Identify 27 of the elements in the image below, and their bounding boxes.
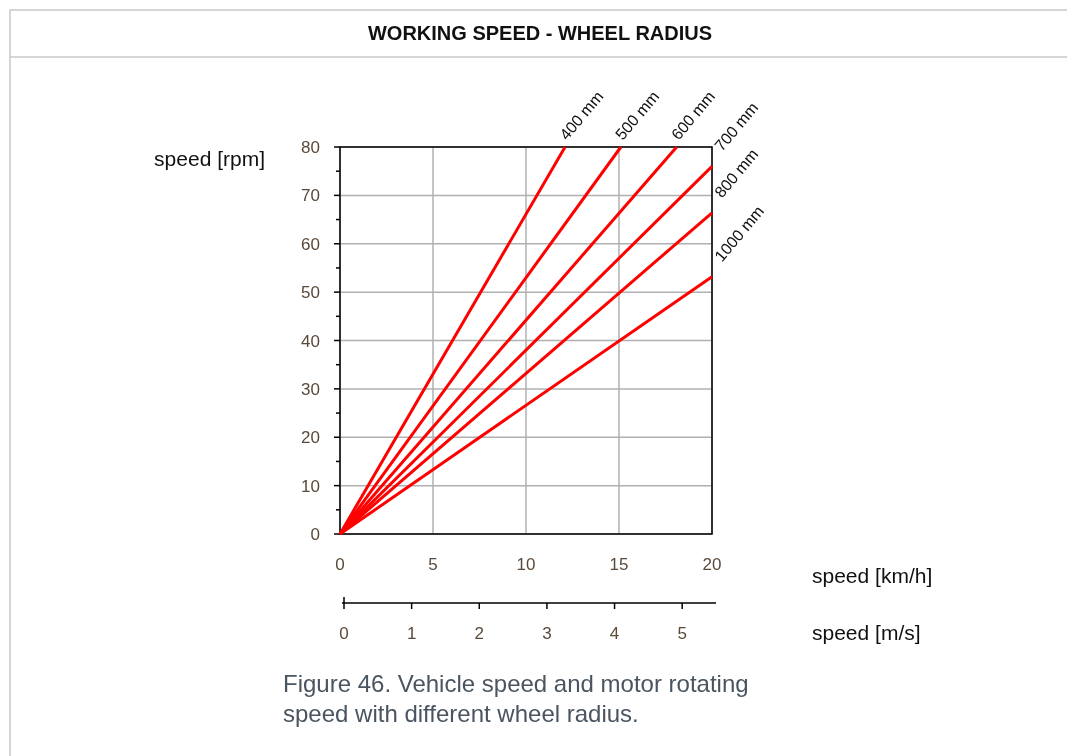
x2-tick-label: 4 bbox=[609, 624, 620, 643]
x2-tick-label: 0 bbox=[339, 624, 349, 643]
caption: Figure 46. Vehicle speed and motor rotating speed with different wheel radius. bbox=[283, 670, 749, 727]
y-tick-label: 60 bbox=[301, 234, 320, 254]
y-tick-label: 20 bbox=[301, 428, 320, 448]
chart-title: WORKING SPEED - WHEEL RADIUS bbox=[367, 22, 713, 44]
x-tick-label: 15 bbox=[609, 555, 629, 574]
x2-tick-label: 5 bbox=[677, 624, 687, 643]
y-tick-label: 30 bbox=[301, 379, 320, 399]
y-axis-title: speed [rpm] bbox=[154, 147, 265, 170]
y-tick-label: 50 bbox=[301, 283, 320, 303]
x2-axis-title: speed [m/s] bbox=[812, 621, 921, 644]
x2-tick-label: 2 bbox=[474, 624, 485, 643]
y-tick-label: 70 bbox=[301, 186, 320, 206]
x2-tick-label: 3 bbox=[542, 624, 552, 643]
x2-tick-label: 1 bbox=[406, 624, 417, 643]
y-tick-label: 0 bbox=[310, 525, 320, 544]
text: 500 mm bbox=[612, 87, 663, 143]
x-tick-label: 20 bbox=[702, 555, 722, 574]
text: 400 mm bbox=[556, 87, 607, 143]
y-tick-label: 80 bbox=[301, 138, 320, 157]
x-axis-title: speed [km/h] bbox=[812, 564, 933, 587]
x-tick-label: 10 bbox=[516, 555, 536, 574]
y-tick-label: 40 bbox=[301, 331, 320, 351]
x-tick-label: 5 bbox=[428, 555, 438, 574]
y-tick-label: 10 bbox=[301, 476, 320, 496]
x-tick-label: 0 bbox=[335, 555, 345, 574]
